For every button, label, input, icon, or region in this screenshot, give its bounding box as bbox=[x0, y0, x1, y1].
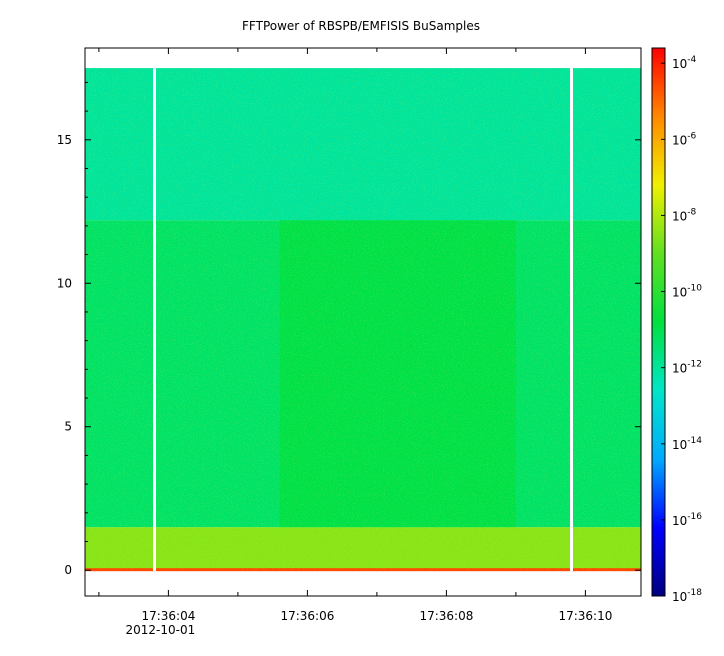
colorbar-scale bbox=[651, 47, 666, 597]
colorbar-tick-label: 10-12 bbox=[672, 360, 702, 376]
colorbar-tick-label: 10-16 bbox=[672, 512, 702, 528]
x-tick-label: 17:36:10 bbox=[558, 609, 612, 623]
y-tick-label: 0 bbox=[64, 563, 72, 577]
data-gap bbox=[153, 68, 156, 572]
colorbar-tick-label: 10-8 bbox=[672, 207, 697, 223]
plot-area bbox=[84, 47, 642, 597]
colorbar-tick-label: 10-6 bbox=[672, 131, 697, 147]
colorbar: 10-4 10-6 10-8 10-10 10-12 10-14 10-16 10-18 bbox=[651, 47, 702, 604]
x-tick-label: 17:36:06 bbox=[280, 609, 334, 623]
colorbar-tick-label: 10-10 bbox=[672, 284, 702, 300]
y-tick-label: 5 bbox=[64, 420, 72, 434]
colorbar-tick-label: 10-4 bbox=[672, 55, 697, 71]
y-tick-label: 15 bbox=[57, 133, 72, 147]
data-gap bbox=[570, 68, 573, 572]
noise-texture bbox=[85, 68, 641, 572]
y-axis: 0 5 10 15 bbox=[57, 81, 641, 577]
x-tick-label: 17:36:08 bbox=[419, 609, 473, 623]
colorbar-tick-label: 10-14 bbox=[672, 436, 702, 452]
y-tick-label: 10 bbox=[57, 276, 72, 290]
x-tick-label: 17:36:04 bbox=[141, 609, 195, 623]
chart-title: FFTPower of RBSPB/EMFISIS BuSamples bbox=[242, 19, 480, 33]
x-tick-date-label: 2012-10-01 bbox=[126, 623, 196, 637]
colorbar-ticks: 10-4 10-6 10-8 10-10 10-12 10-14 10-16 10-18 bbox=[661, 55, 702, 604]
colorbar-tick-label: 10-18 bbox=[672, 588, 702, 604]
data-gaps bbox=[153, 68, 573, 572]
plot-frame bbox=[84, 47, 642, 597]
